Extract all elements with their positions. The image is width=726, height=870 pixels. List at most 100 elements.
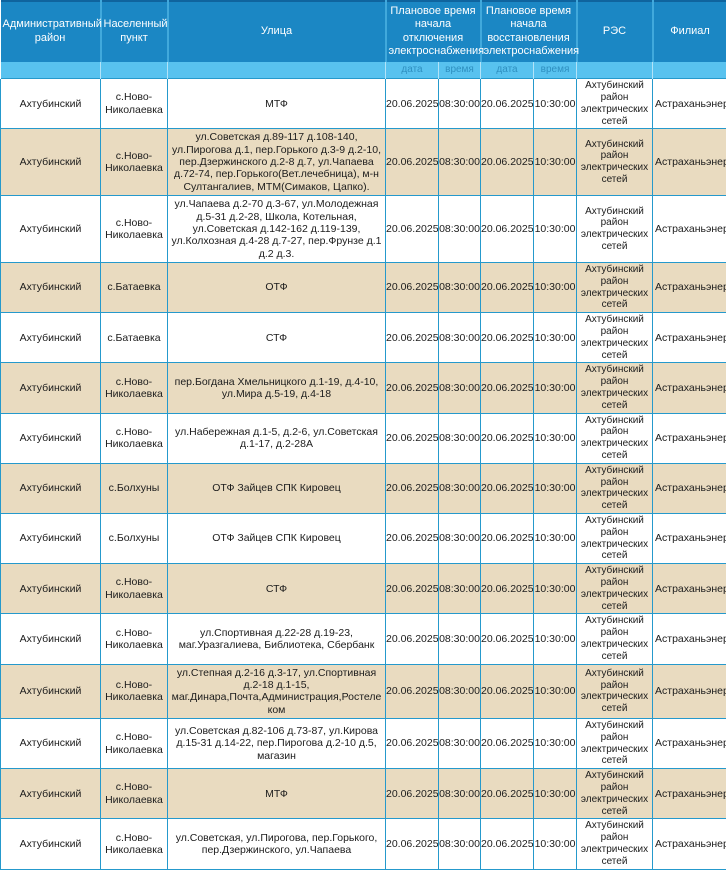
cell-branch: Астраханьэнер bbox=[653, 263, 726, 313]
cell-district: Ахтубинский bbox=[1, 614, 101, 664]
column-header-street: Улица bbox=[168, 1, 386, 62]
cell-restore-time: 10:30:00 bbox=[534, 129, 577, 196]
cell-branch: Астраханьэнер bbox=[653, 614, 726, 664]
cell-restore-date: 20.06.2025 bbox=[481, 263, 534, 313]
cell-restore-time: 10:30:00 bbox=[534, 564, 577, 614]
cell-settlement: с.Батаевка bbox=[101, 263, 168, 313]
cell-street: ул.Спортивная д.22-28 д.19-23, маг.Уразг… bbox=[168, 614, 386, 664]
subheader-empty bbox=[101, 62, 168, 79]
column-header-branch: Филиал bbox=[653, 1, 726, 62]
cell-branch: Астраханьэнер bbox=[653, 719, 726, 769]
cell-street: пер.Богдана Хмельницкого д.1-19, д.4-10,… bbox=[168, 363, 386, 413]
cell-res: Ахтубинский район электрических сетей bbox=[577, 79, 653, 129]
cell-restore-time: 10:30:00 bbox=[534, 514, 577, 564]
table-row: Ахтубинский с.Ново-Николаевка ул.Степная… bbox=[1, 664, 726, 719]
cell-outage-date: 20.06.2025 bbox=[386, 263, 439, 313]
cell-outage-time: 08:30:00 bbox=[439, 463, 481, 513]
cell-res: Ахтубинский район электрических сетей bbox=[577, 719, 653, 769]
cell-outage-time: 08:30:00 bbox=[439, 564, 481, 614]
cell-branch: Астраханьэнер bbox=[653, 819, 726, 869]
cell-settlement: с.Ново-Николаевка bbox=[101, 769, 168, 819]
cell-restore-time: 10:30:00 bbox=[534, 614, 577, 664]
table-body: Ахтубинский с.Ново-Николаевка МТФ 20.06.… bbox=[1, 79, 726, 870]
table-row: Ахтубинский с.Ново-Николаевка ул.Спортив… bbox=[1, 614, 726, 664]
cell-outage-time: 08:30:00 bbox=[439, 614, 481, 664]
cell-outage-time: 08:30:00 bbox=[439, 313, 481, 363]
cell-outage-time: 08:30:00 bbox=[439, 769, 481, 819]
cell-branch: Астраханьэнер bbox=[653, 413, 726, 463]
cell-settlement: с.Ново-Николаевка bbox=[101, 413, 168, 463]
cell-street: СТФ bbox=[168, 313, 386, 363]
table-row: Ахтубинский с.Ново-Николаевка ул.Советск… bbox=[1, 129, 726, 196]
table-row: Ахтубинский с.Батаевка ОТФ 20.06.2025 08… bbox=[1, 263, 726, 313]
cell-district: Ахтубинский bbox=[1, 129, 101, 196]
cell-restore-time: 10:30:00 bbox=[534, 819, 577, 869]
cell-restore-time: 10:30:00 bbox=[534, 719, 577, 769]
cell-branch: Астраханьэнер bbox=[653, 79, 726, 129]
column-header-outage-group: Плановое время начала отключения электро… bbox=[386, 1, 481, 62]
table-row: Ахтубинский с.Ново-Николаевка ул.Советск… bbox=[1, 719, 726, 769]
cell-restore-time: 10:30:00 bbox=[534, 664, 577, 719]
table-row: Ахтубинский с.Ново-Николаевка ул.Чапаева… bbox=[1, 196, 726, 263]
cell-settlement: с.Ново-Николаевка bbox=[101, 664, 168, 719]
cell-district: Ахтубинский bbox=[1, 363, 101, 413]
cell-branch: Астраханьэнер bbox=[653, 129, 726, 196]
cell-outage-date: 20.06.2025 bbox=[386, 769, 439, 819]
cell-branch: Астраханьэнер bbox=[653, 196, 726, 263]
table-row: Ахтубинский с.Ново-Николаевка МТФ 20.06.… bbox=[1, 769, 726, 819]
cell-restore-time: 10:30:00 bbox=[534, 413, 577, 463]
cell-outage-time: 08:30:00 bbox=[439, 514, 481, 564]
cell-outage-time: 08:30:00 bbox=[439, 363, 481, 413]
cell-settlement: с.Ново-Николаевка bbox=[101, 129, 168, 196]
cell-street: ул.Советская, ул.Пирогова, пер.Горького,… bbox=[168, 819, 386, 869]
subheader-outage-date: дата bbox=[386, 62, 439, 79]
cell-outage-time: 08:30:00 bbox=[439, 719, 481, 769]
cell-branch: Астраханьэнер bbox=[653, 564, 726, 614]
cell-restore-time: 10:30:00 bbox=[534, 263, 577, 313]
cell-restore-date: 20.06.2025 bbox=[481, 614, 534, 664]
cell-restore-date: 20.06.2025 bbox=[481, 819, 534, 869]
cell-outage-date: 20.06.2025 bbox=[386, 79, 439, 129]
cell-outage-date: 20.06.2025 bbox=[386, 819, 439, 869]
cell-district: Ахтубинский bbox=[1, 313, 101, 363]
column-header-res: РЭС bbox=[577, 1, 653, 62]
cell-restore-date: 20.06.2025 bbox=[481, 769, 534, 819]
cell-street: ОТФ bbox=[168, 263, 386, 313]
cell-district: Ахтубинский bbox=[1, 819, 101, 869]
cell-res: Ахтубинский район электрических сетей bbox=[577, 313, 653, 363]
cell-res: Ахтубинский район электрических сетей bbox=[577, 463, 653, 513]
cell-street: МТФ bbox=[168, 769, 386, 819]
cell-district: Ахтубинский bbox=[1, 263, 101, 313]
table-row: Ахтубинский с.Ново-Николаевка ул.Советск… bbox=[1, 819, 726, 869]
cell-settlement: с.Ново-Николаевка bbox=[101, 79, 168, 129]
cell-res: Ахтубинский район электрических сетей bbox=[577, 664, 653, 719]
cell-branch: Астраханьэнер bbox=[653, 313, 726, 363]
cell-street: ОТФ Зайцев СПК Кировец bbox=[168, 463, 386, 513]
table-row: Ахтубинский с.Ново-Николаевка МТФ 20.06.… bbox=[1, 79, 726, 129]
subheader-restore-date: дата bbox=[481, 62, 534, 79]
cell-restore-date: 20.06.2025 bbox=[481, 564, 534, 614]
table-row: Ахтубинский с.Болхуны ОТФ Зайцев СПК Кир… bbox=[1, 463, 726, 513]
cell-res: Ахтубинский район электрических сетей bbox=[577, 129, 653, 196]
cell-street: ул.Советская д.82-106 д.73-87, ул.Кирова… bbox=[168, 719, 386, 769]
column-header-restore-group: Плановое время начала восстановления эле… bbox=[481, 1, 577, 62]
cell-restore-date: 20.06.2025 bbox=[481, 196, 534, 263]
cell-outage-date: 20.06.2025 bbox=[386, 363, 439, 413]
cell-district: Ахтубинский bbox=[1, 413, 101, 463]
cell-branch: Астраханьэнер bbox=[653, 769, 726, 819]
cell-outage-time: 08:30:00 bbox=[439, 263, 481, 313]
cell-outage-date: 20.06.2025 bbox=[386, 664, 439, 719]
cell-street: ул.Набережная д.1-5, д.2-6, ул.Советская… bbox=[168, 413, 386, 463]
cell-settlement: с.Ново-Николаевка bbox=[101, 819, 168, 869]
cell-outage-date: 20.06.2025 bbox=[386, 196, 439, 263]
subheader-empty bbox=[168, 62, 386, 79]
cell-res: Ахтубинский район электрических сетей bbox=[577, 514, 653, 564]
cell-restore-date: 20.06.2025 bbox=[481, 514, 534, 564]
cell-outage-time: 08:30:00 bbox=[439, 79, 481, 129]
cell-res: Ахтубинский район электрических сетей bbox=[577, 263, 653, 313]
cell-restore-time: 10:30:00 bbox=[534, 363, 577, 413]
cell-restore-date: 20.06.2025 bbox=[481, 413, 534, 463]
cell-restore-time: 10:30:00 bbox=[534, 313, 577, 363]
cell-res: Ахтубинский район электрических сетей bbox=[577, 196, 653, 263]
